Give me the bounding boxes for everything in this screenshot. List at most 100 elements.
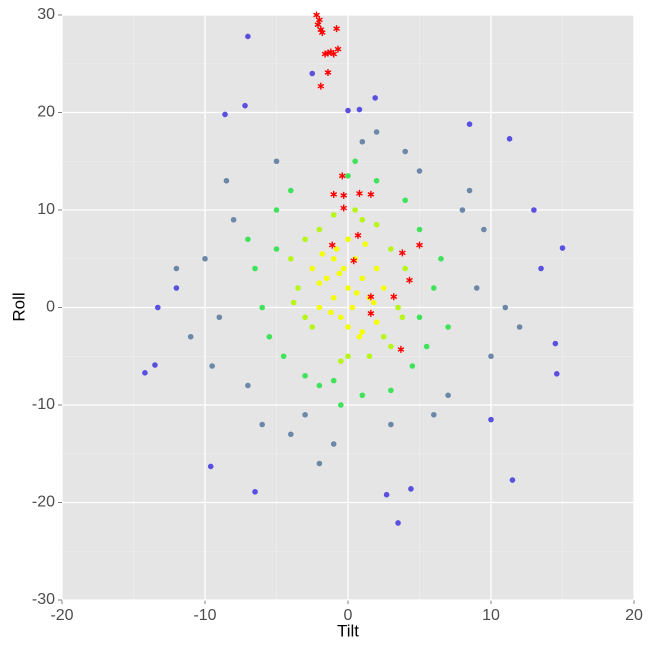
point	[345, 236, 351, 243]
point	[302, 411, 308, 418]
point	[273, 207, 280, 213]
point	[380, 285, 387, 291]
point	[359, 392, 366, 399]
point	[209, 363, 215, 369]
point	[245, 382, 251, 389]
point	[338, 358, 344, 364]
x-tick-label: -20	[50, 607, 73, 624]
asterisk-point	[350, 257, 358, 265]
point	[388, 246, 394, 252]
point	[345, 107, 351, 114]
point	[353, 290, 360, 296]
point	[316, 280, 323, 286]
point	[309, 324, 316, 330]
point	[319, 251, 326, 257]
point	[373, 319, 380, 325]
point	[290, 299, 297, 306]
asterisk-point	[338, 172, 346, 180]
point	[223, 177, 230, 184]
point	[402, 265, 409, 272]
point	[288, 431, 294, 438]
point	[338, 402, 344, 408]
asterisk-point	[333, 25, 340, 33]
point	[445, 392, 451, 399]
point	[399, 314, 406, 321]
asterisk-point	[340, 191, 348, 199]
asterisk-point	[334, 45, 342, 53]
point	[356, 106, 363, 113]
y-tick-label: -10	[32, 396, 55, 413]
point	[352, 158, 358, 165]
point	[295, 285, 301, 291]
point	[372, 95, 378, 101]
point	[416, 226, 423, 233]
point	[187, 333, 194, 340]
y-axis-title: Roll	[9, 292, 28, 321]
asterisk-point	[398, 249, 406, 257]
point	[316, 382, 323, 389]
point	[309, 265, 316, 272]
point	[383, 491, 390, 498]
asterisk-point	[314, 21, 322, 29]
point	[431, 411, 437, 418]
point	[408, 486, 414, 492]
point	[309, 70, 316, 77]
x-tick-label: -10	[193, 607, 216, 624]
point	[359, 216, 366, 223]
y-tick-label: 30	[37, 6, 55, 23]
point	[252, 265, 258, 272]
point	[466, 121, 473, 127]
asterisk-point	[317, 82, 325, 90]
asterisk-point	[318, 29, 326, 37]
point	[509, 477, 516, 483]
point	[242, 102, 248, 109]
point	[345, 173, 351, 179]
x-tick-label: 0	[344, 607, 353, 624]
point	[438, 255, 444, 262]
point	[338, 314, 344, 321]
point	[473, 285, 480, 291]
point	[409, 363, 416, 369]
asterisk-point	[340, 204, 348, 212]
point	[216, 314, 223, 321]
asterisk-point	[390, 293, 398, 301]
asterisk-point	[367, 309, 375, 317]
point	[142, 370, 148, 376]
asterisk-point	[416, 241, 423, 249]
point	[359, 275, 366, 282]
point	[330, 294, 337, 301]
asterisk-point	[406, 276, 413, 284]
point	[380, 333, 387, 340]
asterisk-point	[356, 189, 363, 197]
point	[395, 304, 401, 311]
point	[359, 329, 366, 335]
point	[388, 343, 394, 350]
point	[552, 340, 559, 347]
point	[273, 158, 280, 165]
y-tick-label: 10	[37, 201, 55, 218]
x-tick-label: 10	[482, 607, 500, 624]
point	[259, 421, 266, 428]
point	[345, 324, 351, 330]
point	[230, 216, 237, 223]
point	[481, 226, 487, 233]
point	[459, 207, 466, 213]
asterisk-point	[354, 231, 362, 239]
point	[340, 265, 347, 272]
point	[330, 255, 337, 262]
point	[302, 372, 308, 379]
point	[445, 324, 451, 330]
point	[330, 441, 337, 447]
point	[488, 353, 494, 360]
point	[395, 520, 401, 526]
asterisk-point	[316, 16, 323, 24]
point	[173, 265, 180, 272]
point	[245, 236, 251, 243]
point	[316, 460, 323, 467]
point	[502, 304, 509, 311]
point	[259, 304, 266, 311]
point	[373, 177, 380, 184]
point	[280, 353, 287, 360]
asterisk-point	[330, 190, 338, 198]
